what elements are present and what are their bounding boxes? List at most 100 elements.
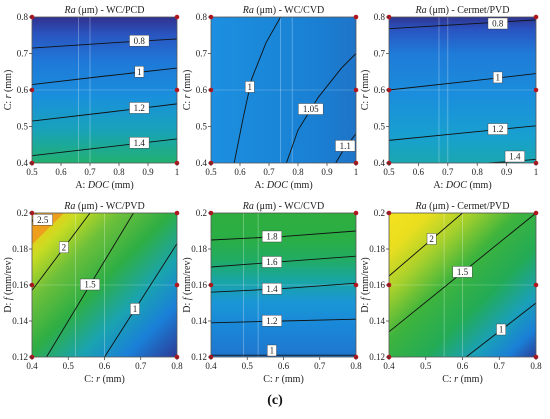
- y-tick-label: 0.5: [196, 122, 208, 132]
- y-tick-label: 0.14: [12, 316, 28, 326]
- design-point: [353, 14, 359, 20]
- design-point: [174, 210, 180, 216]
- y-axis-label: D: f (mm/rev): [360, 257, 371, 313]
- x-tick-label: 0.4: [205, 361, 217, 371]
- x-tick-label: 0.7: [263, 167, 275, 177]
- contour-label: 1: [248, 82, 253, 92]
- contour-line: [211, 318, 356, 324]
- contour-label-box: [261, 230, 282, 243]
- contour-label: 1.4: [134, 138, 146, 148]
- contour-label: 1: [499, 325, 504, 335]
- chart-panel-1: 0.811.21.40.5 0.6 0.7 0.8 0.9 10.40.50.60.70.…: [3, 5, 180, 191]
- contour-label: 2.5: [37, 215, 49, 225]
- contour-label-box: [59, 241, 69, 254]
- contour-label: 1.6: [266, 257, 278, 267]
- chart-title: Ra (μm) - WC/PVD: [63, 201, 144, 212]
- contour-label: 1.05: [303, 104, 319, 114]
- x-tick-label: 0.6: [413, 167, 425, 177]
- contour-label-box: [129, 102, 150, 114]
- x-tick-label: 0.8: [292, 167, 304, 177]
- contour-label-box: [79, 278, 100, 291]
- y-tick-label: 0.8: [196, 12, 208, 22]
- x-tick-label: 0.7: [442, 167, 454, 177]
- contour-label: 1.2: [134, 103, 145, 113]
- design-point: [533, 14, 539, 20]
- design-point: [174, 14, 180, 20]
- heatmap-surface: [211, 17, 356, 163]
- contour-label: 1: [133, 304, 138, 314]
- contour-line: [389, 73, 536, 91]
- contour-label-box: [244, 81, 255, 93]
- x-axis-label: A: DOC (mm): [254, 180, 312, 191]
- design-point: [533, 282, 539, 288]
- x-tick-label: 0.6: [457, 361, 469, 371]
- x-tick-label: 0.5: [63, 361, 75, 371]
- contour-line: [211, 282, 356, 293]
- y-tick-label: 0.7: [17, 49, 29, 59]
- y-tick-label: 0.18: [369, 244, 385, 254]
- contour-line: [32, 138, 177, 157]
- y-tick-label: 0.2: [196, 208, 207, 218]
- contour-line: [389, 19, 536, 30]
- contour-label-box: [134, 66, 145, 78]
- y-tick-label: 0.6: [17, 85, 29, 95]
- contour-line: [389, 213, 463, 277]
- contour-label: 0.8: [492, 19, 504, 29]
- chart-panel-2: 11.051.10.5 0.6 0.7 0.8 0.9 10.40.50.60.70.8R…: [182, 5, 359, 191]
- contour-label-box: [492, 71, 503, 84]
- x-tick-label: 0.8: [113, 167, 125, 177]
- design-point: [353, 87, 359, 93]
- x-tick-label: 0.8: [530, 361, 542, 371]
- y-tick-label: 0.7: [196, 49, 208, 59]
- contour-label: 1.5: [457, 267, 469, 277]
- contour-label-box: [130, 303, 140, 315]
- x-tick-label: 0.7: [494, 361, 506, 371]
- y-tick-label: 0.4: [196, 158, 208, 168]
- chart-title: Ra (μm) - Cermet/PVD: [415, 201, 510, 212]
- design-point: [353, 210, 359, 216]
- x-tick-label: 0.5: [420, 361, 432, 371]
- x-axis-label: C: r (mm): [84, 374, 125, 385]
- contour-label: 2: [62, 242, 67, 252]
- figure-caption: (c): [267, 393, 283, 408]
- y-tick-label: 0.12: [12, 352, 28, 362]
- x-tick-label: 1: [534, 167, 539, 177]
- y-axis-label: C: r (mm): [3, 70, 14, 111]
- x-tick-label: 0.8: [171, 361, 183, 371]
- chart-panel-5: 1.8 1.6 1.4 1.2 1 0.4 0.5 0.6 0.7 0.8 0.12 0.14 0.16…: [182, 201, 362, 385]
- panels: 0.811.21.40.5 0.6 0.7 0.8 0.9 10.40.50.60.70.…: [3, 5, 542, 385]
- y-tick-label: 0.5: [17, 122, 29, 132]
- contour-label: 1.1: [340, 141, 351, 151]
- y-axis-label: D: f (mm/rev): [182, 257, 193, 313]
- design-point: [174, 87, 180, 93]
- contour-label: 2: [429, 234, 434, 244]
- contour-label-box: [267, 344, 277, 357]
- x-tick-label: 0.5: [26, 167, 38, 177]
- contour-label-box: [261, 315, 282, 327]
- contour-label-box: [298, 103, 324, 115]
- contour-label: 1: [137, 67, 142, 77]
- y-tick-label: 0.7: [374, 49, 386, 59]
- y-axis-label: D: f (mm/rev): [3, 257, 14, 313]
- contour-label: 1.8: [266, 232, 278, 242]
- y-tick-label: 0.16: [369, 280, 385, 290]
- contour-label: 0.8: [134, 36, 146, 46]
- x-axis-label: A: DOC (mm): [75, 180, 133, 191]
- chart-panel-4: 2.5 2 1.5 1 0.4 0.5 0.6 0.7 0.8 0.12 0.14 0.16 0.18 0…: [3, 201, 183, 385]
- contour-label: 1: [270, 346, 275, 356]
- x-tick-label: 0.6: [55, 167, 67, 177]
- contour-label-box: [261, 282, 282, 295]
- design-point: [533, 210, 539, 216]
- chart-panel-3: 0.811.21.40.5 0.6 0.7 0.8 0.9 10.40.50.60.70.…: [360, 5, 539, 191]
- y-axis-label: C: r (mm): [182, 70, 193, 111]
- x-tick-label: 0.8: [472, 167, 484, 177]
- chart-title: Ra (μm) - WC/CVD: [242, 201, 325, 212]
- x-axis-label: A: DOC (mm): [433, 180, 491, 191]
- x-tick-label: 0.5: [242, 361, 254, 371]
- y-tick-label: 0.5: [374, 122, 386, 132]
- contour-label-box: [487, 123, 508, 135]
- heatmap-surface: [32, 213, 177, 357]
- contour-label-box: [261, 256, 282, 268]
- contour-label-box: [496, 323, 506, 336]
- x-tick-label: 0.5: [383, 167, 395, 177]
